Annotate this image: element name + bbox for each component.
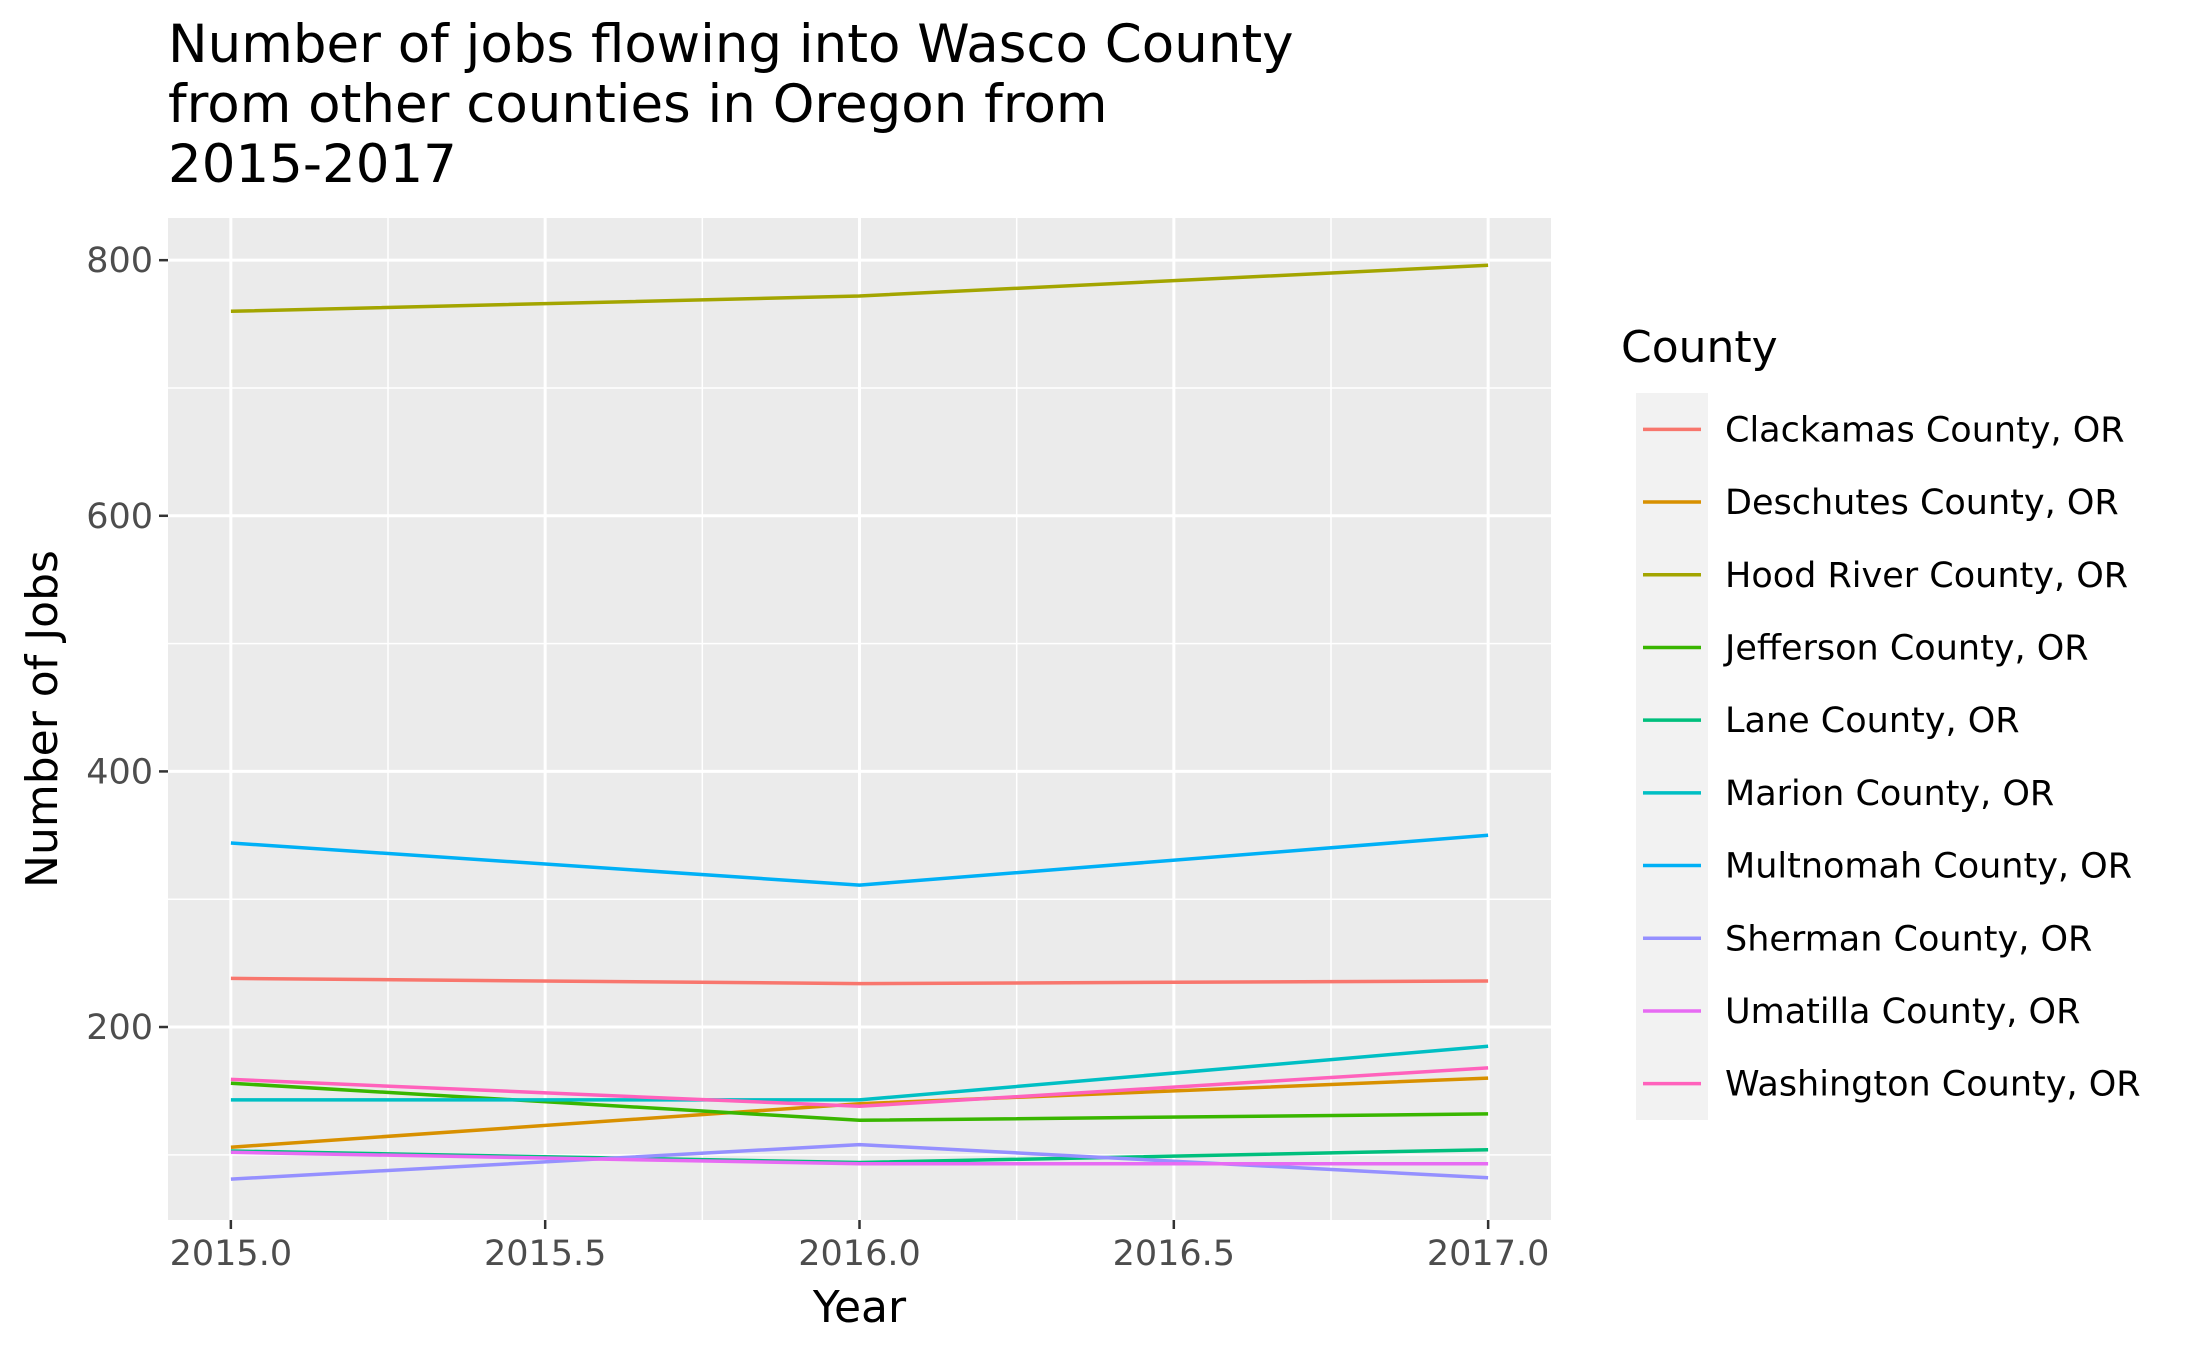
series-line [230, 1081, 1489, 1123]
y-axis: 200 400 600 800 [86, 241, 168, 1048]
x-tick-label: 2016.5 [1113, 1234, 1235, 1274]
legend-label: Hood River County, OR [1725, 556, 2128, 596]
series-line [230, 833, 1489, 887]
legend-key-background [1636, 393, 1708, 1120]
series-line [230, 976, 1489, 986]
x-tick-label: 2017.0 [1427, 1234, 1549, 1274]
series-line [230, 263, 1489, 314]
legend-label: Lane County, OR [1725, 701, 2020, 741]
y-tick-label: 800 [86, 241, 153, 281]
grid [168, 218, 1551, 1220]
series-line [230, 1044, 1489, 1102]
series-line [230, 1066, 1489, 1109]
legend-label: Jefferson County, OR [1723, 628, 2089, 668]
x-axis: 2015.0 2015.5 2016.0 2016.5 2017.0 [170, 1220, 1549, 1274]
chart-title-line-3: 2015-2017 [168, 134, 457, 195]
x-tick-label: 2015.5 [484, 1234, 606, 1274]
legend-title: County [1621, 322, 1778, 373]
legend-label: Sherman County, OR [1725, 919, 2092, 959]
legend-label: Multnomah County, OR [1725, 847, 2132, 887]
y-tick-label: 600 [86, 497, 153, 537]
y-tick-label: 400 [86, 752, 153, 792]
series-line [230, 1076, 1489, 1149]
x-tick-label: 2015.0 [170, 1234, 292, 1274]
chart-title-line-1: Number of jobs flowing into Wasco County [168, 14, 1294, 75]
legend-label: Washington County, OR [1725, 1065, 2141, 1105]
legend-label: Deschutes County, OR [1725, 483, 2119, 523]
legend: County Clackamas County, OR Deschutes Cou… [1621, 322, 2141, 1120]
legend-label: Clackamas County, OR [1725, 410, 2125, 450]
legend-label: Marion County, OR [1725, 774, 2054, 814]
series-line [230, 1150, 1489, 1166]
series-line [230, 1142, 1489, 1181]
chart-title-line-2: from other counties in Oregon from [168, 74, 1108, 135]
chart-title: Number of jobs flowing into Wasco County… [168, 14, 1294, 195]
x-axis-title: Year [812, 1282, 907, 1333]
y-tick-label: 200 [86, 1008, 153, 1048]
series-lines [230, 263, 1489, 1181]
x-tick-label: 2016.0 [798, 1234, 920, 1274]
legend-label: Umatilla County, OR [1725, 992, 2080, 1032]
y-axis-title: Number of Jobs [17, 550, 68, 888]
